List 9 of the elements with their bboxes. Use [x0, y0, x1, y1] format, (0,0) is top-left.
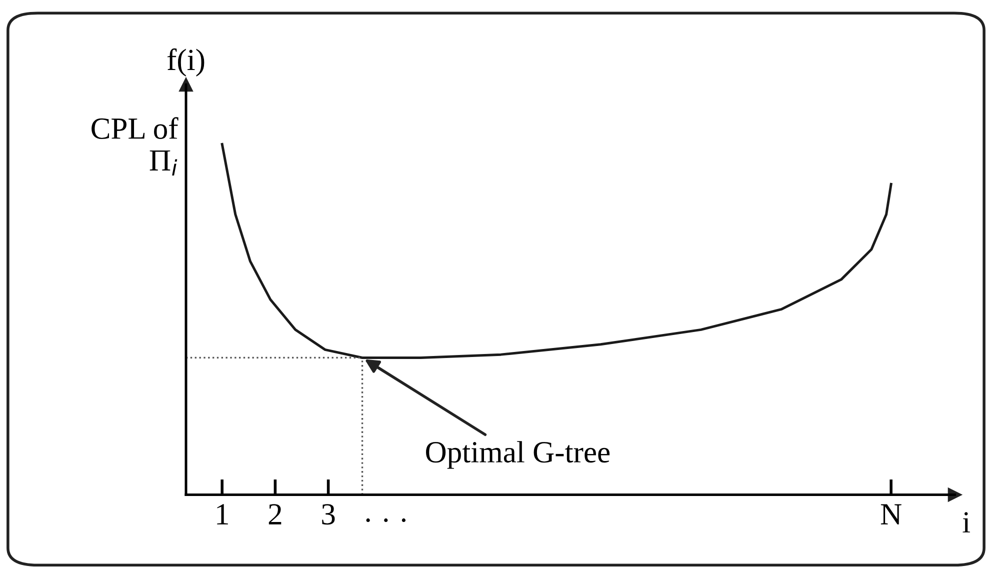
x-tick-label: 3 — [322, 504, 335, 525]
y-axis-title: f(i) — [167, 48, 204, 76]
x-tick-label: N — [880, 504, 902, 524]
text: · · · — [366, 518, 406, 522]
x-tick-label: 1 — [217, 504, 228, 524]
x-axis-title: i — [962, 512, 970, 532]
annotation: Optimal G-tree — [426, 441, 610, 469]
text: CPL of Π$_{i}$ — [92, 117, 178, 176]
x-tick-label: 2 — [268, 504, 282, 524]
